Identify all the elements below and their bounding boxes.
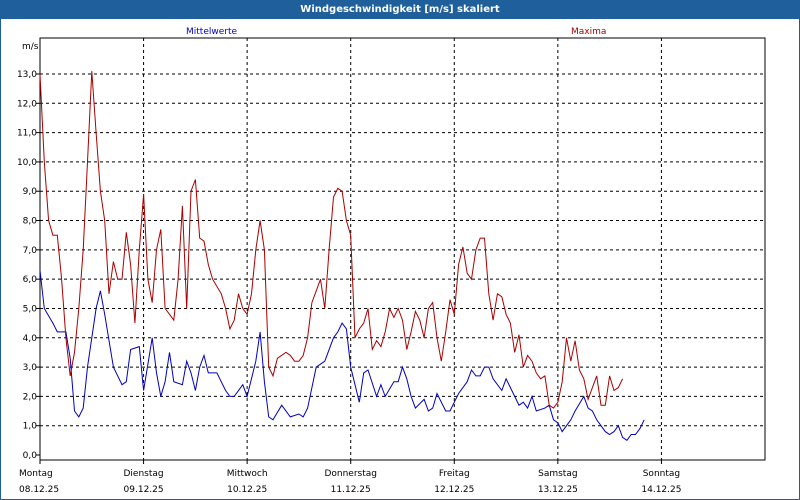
x-tick-day: Mittwoch: [227, 469, 268, 479]
x-tick-date: 12.12.25: [434, 485, 474, 495]
y-tick-label: 8,0: [23, 217, 38, 227]
y-axis-ticks: 0,0 1,0 2,0 3,0 4,0 5,0 6,0 7,0 8,0 9,0 10,0 11,0 12…: [17, 70, 40, 461]
series-lines: [39, 71, 645, 441]
y-axis-label: m/s: [22, 42, 39, 52]
legend-mittelwerte: Mittelwerte: [186, 27, 237, 37]
x-tick-date: 09.12.25: [124, 485, 164, 495]
plot-area: [39, 37, 766, 461]
series-mittelwerte: [39, 270, 645, 441]
y-tick-label: 12,0: [17, 99, 37, 109]
y-tick-label: 9,0: [23, 187, 38, 197]
x-tick-day: Sonntag: [643, 469, 680, 479]
y-tick-label: 5,0: [23, 304, 38, 314]
y-tick-label: 2,0: [23, 392, 38, 402]
y-tick-label: 6,0: [23, 275, 38, 285]
x-tick-day: Dienstag: [124, 469, 164, 479]
x-tick-date: 10.12.25: [227, 485, 267, 495]
y-tick-label: 3,0: [23, 363, 38, 373]
y-tick-label: 7,0: [23, 246, 38, 256]
y-tick-label: 11,0: [17, 129, 37, 139]
x-tick-day: Donnerstag: [324, 469, 377, 479]
x-tick-date: 08.12.25: [19, 485, 59, 495]
y-tick-label: 13,0: [17, 70, 37, 80]
x-tick-date: 13.12.25: [538, 485, 578, 495]
x-axis-ticks: Montag 08.12.25 Dienstag 09.12.25 Mittwoch 10…: [19, 460, 681, 495]
x-tick-date: 14.12.25: [641, 485, 681, 495]
x-tick-day: Samstag: [538, 469, 577, 479]
y-tick-label: 4,0: [23, 334, 38, 344]
y-tick-label: 0,0: [23, 451, 38, 461]
y-tick-label: 10,0: [17, 158, 37, 168]
x-tick-day: Montag: [19, 469, 53, 479]
x-tick-date: 11.12.25: [331, 485, 371, 495]
legend-maxima: Maxima: [571, 27, 606, 37]
series-maxima: [39, 71, 624, 409]
x-tick-day: Freitag: [439, 469, 470, 479]
chart-title: Windgeschwindigkeit [m/s] skaliert: [1, 1, 799, 19]
y-tick-label: 1,0: [23, 422, 38, 432]
